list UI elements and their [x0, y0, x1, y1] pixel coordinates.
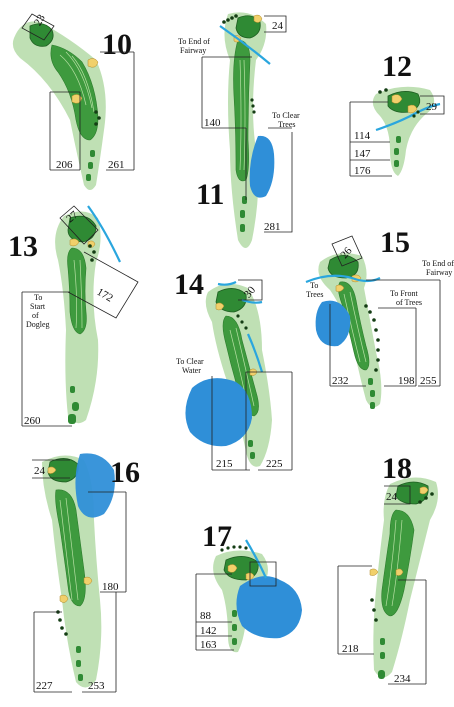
hole-15-yardage-2: 198	[398, 375, 415, 387]
hole-16: 24 16 180 227 253	[32, 453, 140, 693]
hole-11: 24 To End of Fairway 140 To Clear Trees …	[178, 12, 300, 249]
hole-14-note-clear-water-2: Water	[182, 366, 201, 375]
hole-11-note-clear-trees-2: Trees	[278, 120, 295, 129]
hole-11-number: 11	[196, 178, 224, 211]
hole-18: 24 18 218 234	[337, 452, 438, 685]
hole-14-note-clear-water-1: To Clear	[176, 357, 204, 366]
hole-16-number: 16	[110, 456, 140, 489]
hole-18-green-depth: 24	[386, 491, 398, 503]
hole-14-yardage-2: 225	[266, 458, 283, 470]
hole-13-yardage-2: 260	[24, 415, 41, 427]
hole-13-note-start-3: of	[32, 311, 39, 320]
hole-13-note-start-1: To	[34, 293, 42, 302]
hole-15-note-end-fairway-1: To End of	[422, 259, 454, 268]
hole-15-note-trees-1: To	[310, 281, 318, 290]
hole-16-yardage-1: 180	[102, 581, 119, 593]
hole-12-yardage-2: 147	[354, 148, 371, 160]
hole-13-number: 13	[8, 230, 38, 263]
hole-11-note-end-fairway-2: Fairway	[180, 46, 206, 55]
hole-15-yardage-3: 255	[420, 375, 437, 387]
hole-15-note-front-trees-1: To Front	[390, 289, 418, 298]
hole-16-yardage-3: 253	[88, 680, 105, 692]
hole-15-note-trees-2: Trees	[306, 290, 323, 299]
hole-17-yardage-3: 163	[200, 639, 217, 651]
hole-15-note-end-fairway-2: Fairway	[426, 268, 452, 277]
hole-12: 29 114 147 176 12	[349, 50, 445, 177]
hole-10-yardage-2: 261	[108, 159, 125, 171]
hole-13-yardage-1: 172	[95, 286, 115, 305]
hole-17: 17 88 142 163	[195, 520, 302, 653]
hole-11-yardage-1: 140	[204, 117, 221, 129]
hole-12-green-depth: 29	[426, 101, 438, 113]
hole-17-yardage-1: 88	[200, 610, 212, 622]
hole-17-yardage-2: 142	[200, 625, 217, 637]
hole-11-green-depth: 24	[272, 20, 284, 32]
hole-13-note-start-4: Dogleg	[26, 320, 50, 329]
hole-12-yardage-1: 114	[354, 130, 371, 142]
hole-14-yardage-1: 215	[216, 458, 233, 470]
hole-15-number: 15	[380, 226, 410, 259]
hole-15: 26 15 To Trees 232 To Front of Trees 198…	[305, 226, 454, 409]
hole-18-number: 18	[382, 452, 412, 485]
hole-12-yardage-3: 176	[354, 165, 371, 177]
hole-16-green-depth: 24	[34, 465, 46, 477]
hole-18-yardage-2: 234	[394, 673, 411, 685]
hole-13: 27 13 172 To Start of Dogleg 260	[8, 205, 139, 427]
hole-11-note-clear-trees-1: To Clear	[272, 111, 300, 120]
hole-17-number: 17	[202, 520, 232, 553]
hole-11-note-end-fairway-1: To End of	[178, 37, 210, 46]
hole-10-yardage-1: 206	[56, 159, 73, 171]
hole-13-note-start-2: Start	[30, 302, 46, 311]
hole-18-yardage-1: 218	[342, 643, 359, 655]
hole-11-yardage-2: 281	[264, 221, 281, 233]
hole-16-yardage-2: 227	[36, 680, 53, 692]
hole-14-number: 14	[174, 268, 204, 301]
hole-10-number: 10	[102, 28, 132, 61]
hole-14: 30 14 To Clear Water 215 225	[174, 268, 293, 471]
hole-10: 23 10 206 261	[12, 12, 135, 191]
hole-12-number: 12	[382, 50, 412, 83]
hole-15-yardage-1: 232	[332, 375, 349, 387]
hole-15-note-front-trees-2: of Trees	[396, 298, 422, 307]
